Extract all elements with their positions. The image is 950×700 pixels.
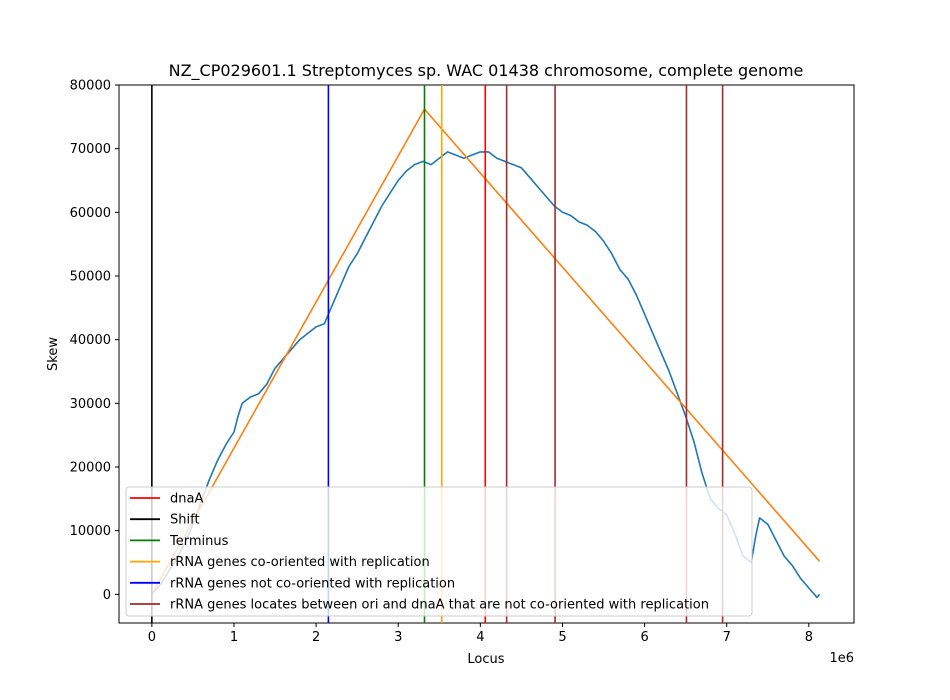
x-tick-label: 0: [148, 630, 156, 645]
x-tick-label: 8: [805, 630, 813, 645]
legend-label: rRNA genes not co-oriented with replicat…: [170, 576, 455, 591]
legend-label: Shift: [170, 513, 200, 528]
x-axis-label: Locus: [467, 652, 504, 667]
y-axis-ticks: 0 10000 20000 30000 40000 50000 60000 70000 8000…: [70, 79, 119, 603]
y-tick-label: 70000: [70, 142, 111, 157]
y-tick-label: 40000: [70, 333, 111, 348]
y-tick-label: 10000: [70, 524, 111, 539]
x-axis-ticks: 0 1 2 3 4 5 6 7 8: [148, 623, 813, 645]
y-tick-label: 20000: [70, 461, 111, 476]
x-tick-label: 2: [312, 630, 320, 645]
x-tick-label: 3: [394, 630, 402, 645]
legend-label: rRNA genes co-oriented with replication: [170, 555, 430, 570]
x-axis-offset-label: 1e6: [829, 651, 854, 666]
x-tick-label: 1: [230, 630, 238, 645]
x-tick-label: 5: [558, 630, 566, 645]
x-tick-label: 4: [476, 630, 484, 645]
y-tick-label: 0: [103, 588, 111, 603]
y-tick-label: 80000: [70, 79, 111, 94]
y-tick-label: 30000: [70, 397, 111, 412]
legend-label: dnaA: [170, 492, 203, 507]
x-tick-label: 6: [640, 630, 648, 645]
legend-label: rRNA genes locates between ori and dnaA …: [170, 598, 709, 613]
y-tick-label: 50000: [70, 270, 111, 285]
chart-title: NZ_CP029601.1 Streptomyces sp. WAC 01438…: [169, 61, 804, 81]
plot-frame: [118, 84, 855, 624]
legend-label: Terminus: [169, 534, 229, 549]
legend-box: [125, 486, 753, 617]
legend: dnaA Shift Terminus rRNA genes co-oriented …: [125, 486, 753, 617]
y-tick-label: 60000: [70, 206, 111, 221]
y-axis-label: Skew: [46, 337, 61, 371]
x-tick-label: 7: [723, 630, 731, 645]
